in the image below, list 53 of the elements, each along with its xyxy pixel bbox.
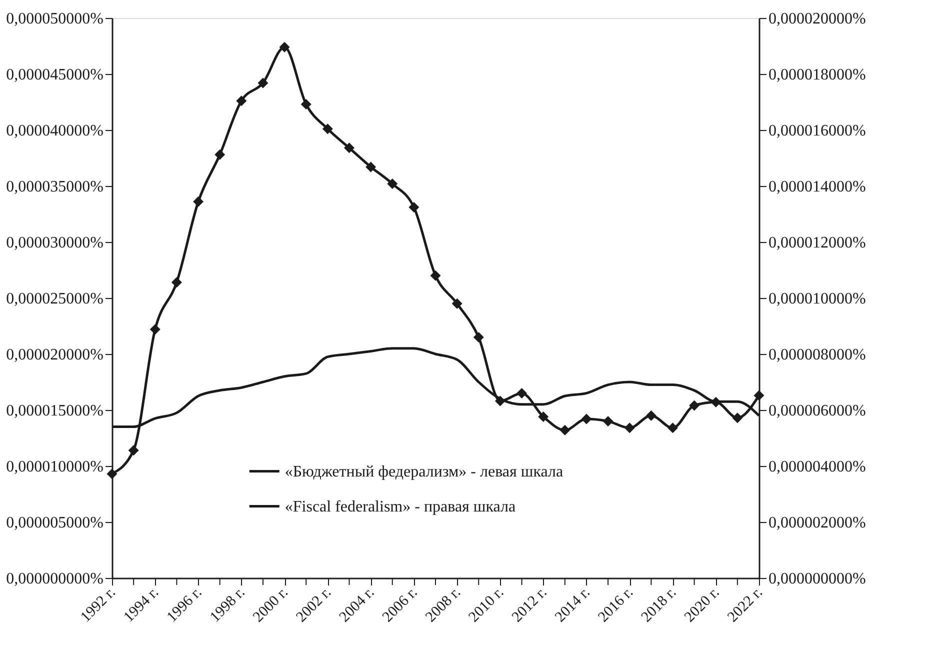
point (236, 96, 247, 106)
point (322, 124, 333, 134)
legend-label: «Бюджетный федерализм» - левая шкала (284, 463, 564, 480)
y-tick-label: 0,000035000% (6, 178, 104, 196)
point (387, 178, 398, 190)
y2-tick-label: 0,000020000% (768, 10, 866, 28)
point (106, 468, 118, 480)
point (258, 78, 268, 88)
point (344, 142, 354, 154)
y-tick-label: 0,000020000% (6, 346, 104, 364)
y-tick-label: 0,000030000% (6, 234, 104, 252)
point (689, 400, 700, 411)
y2-tick-label: 0,000004000% (768, 458, 866, 476)
y-tick-label: 0,000015000% (6, 402, 104, 420)
point (366, 162, 376, 172)
y2-tick-label: 0,000002000% (768, 514, 866, 532)
point (754, 390, 764, 401)
y-tick-label: 0,000005000% (6, 514, 104, 532)
point (560, 424, 570, 436)
point (279, 42, 290, 52)
y2-tick-label: 0,000010000% (768, 290, 866, 308)
point (516, 388, 528, 398)
point (300, 98, 312, 110)
y-tick-label: 0,000000000% (6, 570, 104, 588)
point (624, 422, 635, 434)
point (646, 410, 656, 421)
y2-tick-label: 0,000018000% (768, 66, 866, 84)
point (452, 298, 462, 309)
point (667, 422, 678, 434)
y-tick-label: 0,000025000% (6, 290, 104, 308)
y2-tick-label: 0,000012000% (768, 234, 866, 252)
point (150, 324, 160, 335)
y2-tick-label: 0,000016000% (768, 122, 866, 140)
point (602, 416, 614, 426)
y2-tick-label: 0,000006000% (768, 402, 866, 420)
y-tick-label: 0,000050000% (6, 10, 104, 28)
point (473, 332, 484, 342)
y2-tick-label: 0,000000000% (768, 570, 866, 588)
point (193, 196, 204, 207)
y-tick-label: 0,000040000% (6, 122, 104, 140)
point (214, 149, 226, 160)
point (581, 414, 592, 424)
point (408, 202, 420, 213)
point (538, 411, 549, 422)
legend-label: «Fiscal federalism» - правая шкала (284, 498, 516, 516)
y-tick-label: 0,000045000% (6, 66, 104, 84)
y-tick-label: 0,000010000% (6, 458, 104, 476)
point (171, 277, 182, 288)
point (128, 445, 139, 456)
point (430, 270, 441, 281)
y2-tick-label: 0,000008000% (768, 346, 866, 364)
y2-tick-label: 0,000014000% (768, 178, 866, 196)
point (732, 412, 743, 424)
